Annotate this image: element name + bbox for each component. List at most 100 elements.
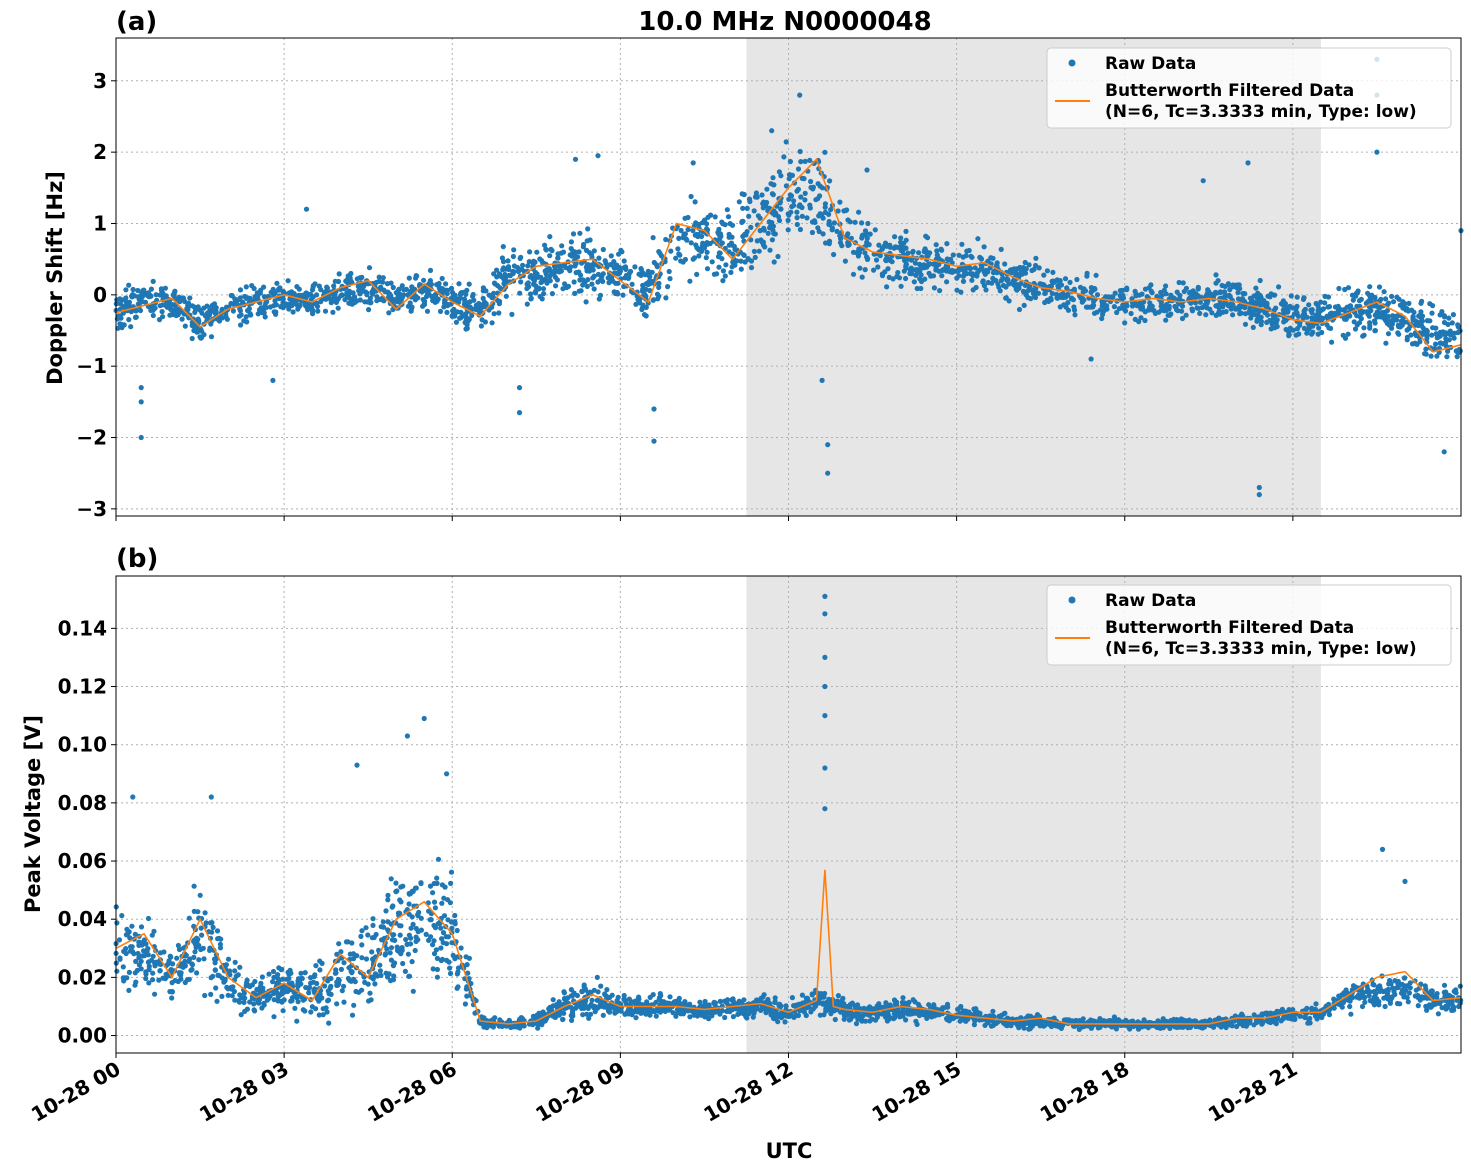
raw-data-point (518, 254, 524, 260)
raw-data-point (1122, 308, 1129, 314)
raw-data-point (964, 248, 970, 254)
raw-data-point (1212, 289, 1219, 295)
raw-data-point (989, 280, 995, 286)
raw-data-point (349, 940, 355, 946)
raw-data-point (390, 903, 396, 909)
raw-data-point (384, 281, 390, 287)
raw-data-point (956, 252, 962, 258)
raw-data-point (771, 182, 777, 188)
raw-data-point (776, 217, 783, 224)
raw-data-point (900, 995, 906, 1001)
raw-data-point (1404, 334, 1410, 340)
raw-data-point (1138, 315, 1144, 321)
raw-data-point (1265, 293, 1271, 299)
raw-data-point (709, 259, 715, 265)
raw-data-point (895, 244, 901, 250)
raw-data-point (550, 997, 556, 1003)
y-tick-label: 2 (93, 140, 107, 164)
raw-data-point (1361, 325, 1367, 331)
raw-data-point (195, 304, 201, 310)
raw-data-point (1451, 988, 1457, 995)
raw-data-point (332, 278, 338, 284)
raw-data-point (412, 947, 418, 954)
raw-data-point (890, 276, 896, 282)
raw-data-outlier (1374, 149, 1380, 155)
raw-data-point (164, 304, 170, 310)
raw-data-point (541, 291, 547, 297)
raw-data-point (1345, 331, 1351, 337)
raw-data-point (370, 922, 376, 929)
raw-data-point (1222, 293, 1228, 299)
raw-data-point (1111, 304, 1117, 310)
raw-data-point (1230, 282, 1236, 288)
raw-data-point (1235, 289, 1241, 296)
raw-data-point (133, 307, 139, 313)
raw-data-point (601, 1004, 607, 1010)
raw-data-point (894, 273, 900, 280)
raw-data-point (864, 256, 871, 262)
raw-data-point (336, 941, 342, 947)
raw-data-point (724, 997, 731, 1003)
raw-data-point (413, 934, 419, 940)
raw-data-point (338, 949, 344, 955)
raw-data-point (856, 246, 862, 252)
raw-data-point (621, 258, 627, 264)
raw-data-outlier (138, 434, 144, 441)
raw-data-point (912, 260, 919, 266)
raw-data-point (603, 993, 610, 1000)
raw-data-point (676, 235, 682, 241)
raw-data-point (685, 214, 691, 221)
raw-data-outlier (1441, 449, 1447, 455)
raw-data-point (1049, 290, 1055, 297)
raw-data-point (678, 258, 684, 264)
raw-data-point (570, 248, 576, 254)
raw-data-point (1172, 296, 1178, 302)
raw-data-point (266, 971, 272, 977)
raw-data-point (231, 988, 237, 995)
raw-data-point (305, 307, 311, 313)
raw-data-point (603, 260, 609, 266)
raw-data-point (1227, 287, 1233, 293)
raw-data-point (194, 970, 200, 976)
raw-data-point (243, 284, 249, 290)
raw-data-point (856, 209, 862, 215)
raw-data-point (367, 295, 373, 301)
raw-data-point (576, 249, 582, 255)
raw-data-point (170, 292, 176, 298)
raw-data-point (807, 202, 813, 208)
panel-a-legend-box (1046, 47, 1452, 129)
raw-data-point (306, 990, 312, 996)
raw-data-point (727, 221, 733, 227)
raw-data-point (1254, 316, 1260, 322)
raw-data-point (294, 284, 300, 290)
raw-data-point (367, 990, 373, 996)
raw-data-point (449, 940, 455, 946)
raw-data-point (1233, 306, 1239, 312)
raw-data-point (937, 288, 943, 294)
raw-data-point (783, 139, 789, 145)
raw-data-point (1441, 982, 1448, 988)
raw-data-point (1177, 292, 1183, 299)
raw-data-point (182, 963, 188, 969)
raw-data-point (960, 278, 967, 284)
raw-data-point (1104, 303, 1110, 309)
raw-data-point (194, 329, 200, 335)
raw-data-point (1437, 333, 1443, 339)
raw-data-point (328, 983, 334, 990)
raw-data-point (879, 245, 886, 251)
raw-data-point (764, 186, 770, 192)
raw-data-point (914, 285, 920, 292)
raw-data-point (867, 231, 873, 237)
raw-data-point (1324, 322, 1330, 328)
raw-data-point (1406, 300, 1412, 306)
raw-data-point (162, 285, 168, 291)
raw-data-point (958, 1003, 964, 1010)
raw-data-point (1116, 306, 1122, 312)
raw-data-point (885, 266, 891, 272)
panel-a-filtered-line (115, 157, 1462, 353)
raw-data-point (1071, 304, 1077, 310)
raw-data-point (1256, 309, 1262, 315)
raw-data-point (584, 283, 590, 289)
raw-data-point (667, 276, 673, 282)
raw-data-point (1359, 1003, 1366, 1010)
